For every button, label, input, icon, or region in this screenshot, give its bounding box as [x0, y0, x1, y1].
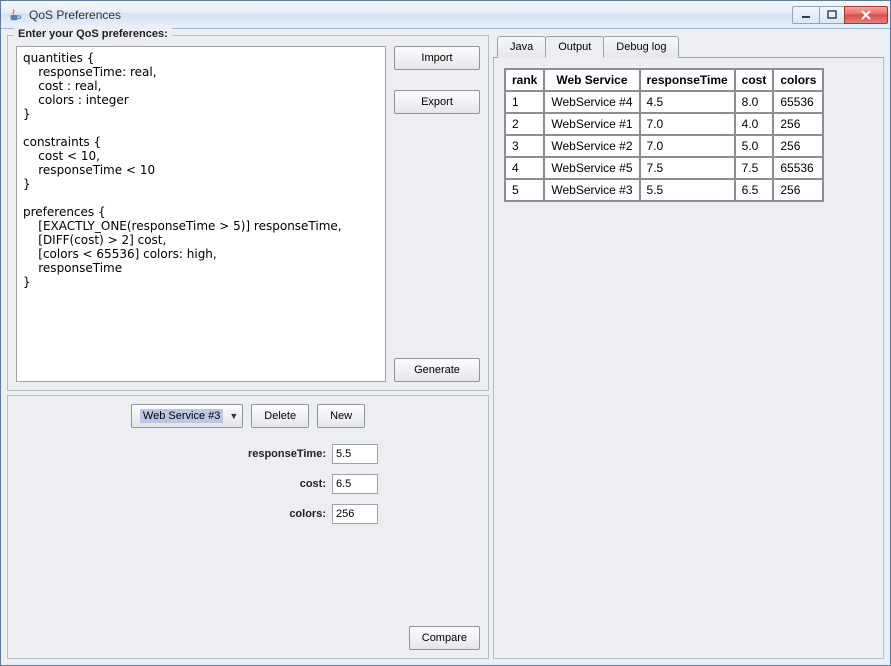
table-cell: 7.5: [735, 157, 774, 179]
tab-debug[interactable]: Debug log: [603, 36, 679, 58]
spacer: [394, 134, 480, 338]
app-window: QoS Preferences Enter your QoS preferenc…: [0, 0, 891, 666]
table-cell: WebService #4: [544, 91, 639, 113]
table-row[interactable]: 5WebService #35.56.5256: [505, 179, 823, 201]
group-legend: Enter your QoS preferences:: [14, 28, 172, 40]
table-cell: 4: [505, 157, 544, 179]
preferences-group: Enter your QoS preferences: Import Expor…: [7, 35, 489, 391]
colors-label: colors:: [289, 508, 326, 520]
table-row[interactable]: 4WebService #57.57.565536: [505, 157, 823, 179]
table-row[interactable]: 2WebService #17.04.0256: [505, 113, 823, 135]
chevron-down-icon: ▼: [229, 411, 238, 421]
delete-button[interactable]: Delete: [251, 404, 309, 428]
table-cell: 3: [505, 135, 544, 157]
side-buttons: Import Export Generate: [394, 46, 480, 382]
table-body: 1WebService #44.58.0655362WebService #17…: [505, 91, 823, 201]
preferences-textarea[interactable]: [16, 46, 386, 382]
maximize-button[interactable]: [819, 6, 845, 24]
close-button[interactable]: [844, 6, 888, 24]
table-cell: 2: [505, 113, 544, 135]
select-value: Web Service #3: [140, 409, 223, 423]
table-cell: 5.5: [640, 179, 735, 201]
detail-form: responseTime: cost: colors:: [16, 444, 480, 524]
responsetime-input[interactable]: [332, 444, 378, 464]
table-cell: 1: [505, 91, 544, 113]
table-cell: WebService #2: [544, 135, 639, 157]
column-header: responseTime: [640, 69, 735, 91]
table-cell: 6.5: [735, 179, 774, 201]
responsetime-label: responseTime:: [248, 448, 326, 460]
window-buttons: [793, 6, 888, 24]
table-head: rankWeb ServiceresponseTimecostcolors: [505, 69, 823, 91]
field-cost: cost:: [118, 474, 378, 494]
table-cell: 4.0: [735, 113, 774, 135]
generate-button[interactable]: Generate: [394, 358, 480, 382]
column-header: cost: [735, 69, 774, 91]
table-cell: 5: [505, 179, 544, 201]
table-row[interactable]: 3WebService #27.05.0256: [505, 135, 823, 157]
table-cell: 65536: [773, 157, 823, 179]
table-cell: 256: [773, 113, 823, 135]
table-cell: 4.5: [640, 91, 735, 113]
java-icon: [7, 7, 23, 23]
tab-bar: Java Output Debug log: [493, 35, 884, 58]
left-pane: Enter your QoS preferences: Import Expor…: [7, 35, 489, 659]
table-cell: 7.0: [640, 113, 735, 135]
column-header: Web Service: [544, 69, 639, 91]
export-button[interactable]: Export: [394, 90, 480, 114]
detail-group: Web Service #3 ▼ Delete New responseTime…: [7, 395, 489, 659]
column-header: colors: [773, 69, 823, 91]
webservice-select[interactable]: Web Service #3 ▼: [131, 404, 243, 428]
field-response-time: responseTime:: [118, 444, 378, 464]
tab-java[interactable]: Java: [497, 36, 546, 58]
table-cell: 256: [773, 179, 823, 201]
table-cell: 7.5: [640, 157, 735, 179]
table-row[interactable]: 1WebService #44.58.065536: [505, 91, 823, 113]
table-cell: 5.0: [735, 135, 774, 157]
detail-toolbar: Web Service #3 ▼ Delete New: [16, 404, 480, 428]
table-cell: 65536: [773, 91, 823, 113]
table-cell: 7.0: [640, 135, 735, 157]
cost-label: cost:: [300, 478, 326, 490]
table-cell: 256: [773, 135, 823, 157]
content: Enter your QoS preferences: Import Expor…: [1, 29, 890, 665]
window-title: QoS Preferences: [29, 8, 793, 22]
right-pane: Java Output Debug log rankWeb Serviceres…: [493, 35, 884, 659]
tab-body: rankWeb ServiceresponseTimecostcolors 1W…: [493, 58, 884, 659]
compare-button[interactable]: Compare: [409, 626, 480, 650]
column-header: rank: [505, 69, 544, 91]
field-colors: colors:: [118, 504, 378, 524]
minimize-button[interactable]: [792, 6, 820, 24]
import-button[interactable]: Import: [394, 46, 480, 70]
compare-row: Compare: [16, 626, 480, 650]
table-cell: WebService #5: [544, 157, 639, 179]
results-table: rankWeb ServiceresponseTimecostcolors 1W…: [504, 68, 824, 202]
table-cell: 8.0: [735, 91, 774, 113]
colors-input[interactable]: [332, 504, 378, 524]
new-button[interactable]: New: [317, 404, 365, 428]
cost-input[interactable]: [332, 474, 378, 494]
tab-output[interactable]: Output: [545, 36, 604, 58]
table-cell: WebService #3: [544, 179, 639, 201]
table-cell: WebService #1: [544, 113, 639, 135]
titlebar[interactable]: QoS Preferences: [1, 1, 890, 29]
